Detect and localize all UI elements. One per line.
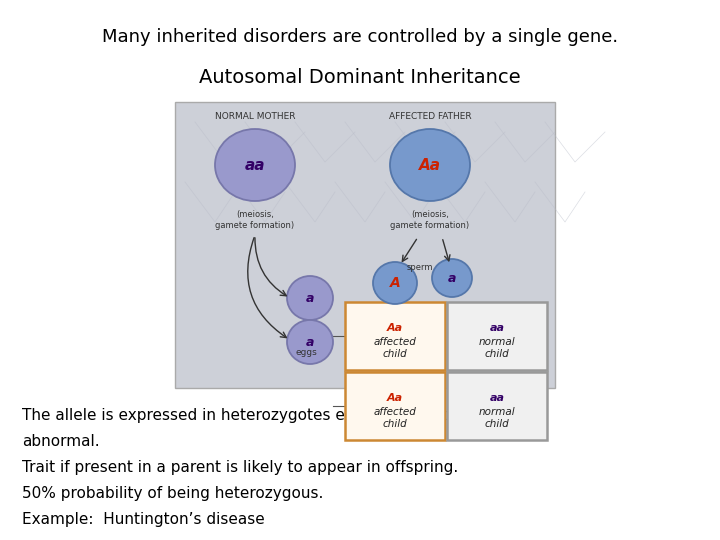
Ellipse shape <box>215 129 295 201</box>
Bar <box>447 372 547 440</box>
Ellipse shape <box>287 320 333 364</box>
Text: a: a <box>448 272 456 285</box>
Text: affected: affected <box>374 407 416 417</box>
Text: normal: normal <box>479 337 516 347</box>
Text: The allele is expressed in heterozygotes even though it is: The allele is expressed in heterozygotes… <box>22 408 464 423</box>
Text: affected: affected <box>374 337 416 347</box>
Text: aa: aa <box>490 393 505 403</box>
Bar <box>345 302 445 370</box>
Text: Autosomal Dominant Inheritance: Autosomal Dominant Inheritance <box>199 68 521 87</box>
Bar <box>175 102 555 388</box>
Text: child: child <box>485 349 509 359</box>
Text: AFFECTED FATHER: AFFECTED FATHER <box>389 112 472 121</box>
Ellipse shape <box>287 276 333 320</box>
Text: Trait if present in a parent is likely to appear in offspring.: Trait if present in a parent is likely t… <box>22 460 458 475</box>
Text: normal: normal <box>479 407 516 417</box>
Bar <box>345 372 445 440</box>
Text: 50% probability of being heterozygous.: 50% probability of being heterozygous. <box>22 486 323 501</box>
Text: Example:  Huntington’s disease: Example: Huntington’s disease <box>22 512 265 527</box>
Text: (meiosis,
gamete formation): (meiosis, gamete formation) <box>390 210 469 230</box>
Text: A: A <box>390 276 400 290</box>
Ellipse shape <box>373 262 417 304</box>
Text: a: a <box>306 335 314 348</box>
Text: aa: aa <box>245 158 265 172</box>
Text: (meiosis,
gamete formation): (meiosis, gamete formation) <box>215 210 294 230</box>
Text: eggs: eggs <box>295 348 317 357</box>
Text: child: child <box>382 349 408 359</box>
Text: child: child <box>485 419 509 429</box>
Bar <box>447 302 547 370</box>
Text: Aa: Aa <box>387 393 403 403</box>
Text: Many inherited disorders are controlled by a single gene.: Many inherited disorders are controlled … <box>102 28 618 46</box>
Text: abnormal.: abnormal. <box>22 434 99 449</box>
Ellipse shape <box>390 129 470 201</box>
Text: sperm: sperm <box>407 263 433 272</box>
Text: Aa: Aa <box>387 323 403 333</box>
Text: Aa: Aa <box>419 158 441 172</box>
Text: a: a <box>306 292 314 305</box>
Ellipse shape <box>432 259 472 297</box>
Text: child: child <box>382 419 408 429</box>
Text: NORMAL MOTHER: NORMAL MOTHER <box>215 112 295 121</box>
Text: aa: aa <box>490 323 505 333</box>
